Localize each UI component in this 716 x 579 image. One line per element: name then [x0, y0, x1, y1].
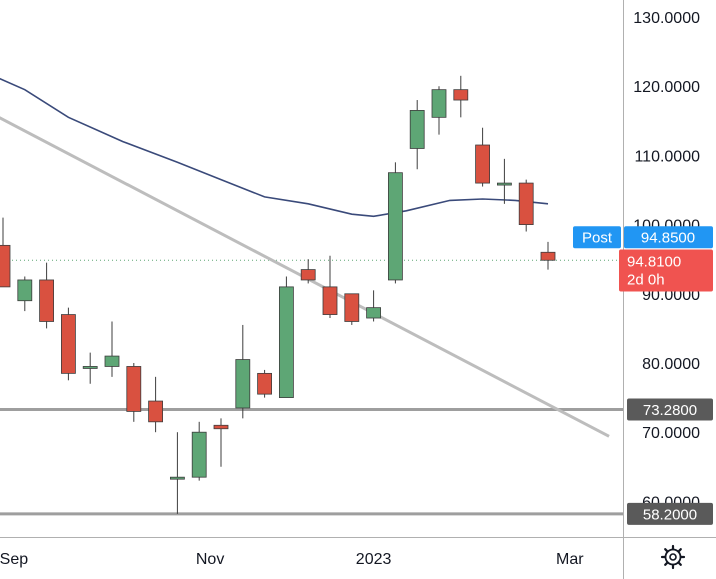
y-tick-label: 80.0000 — [642, 356, 700, 373]
candle — [257, 369, 273, 398]
candle — [278, 276, 294, 399]
candle-body — [518, 182, 534, 226]
candle — [39, 262, 54, 329]
level-tag-label: 73.2800 — [643, 402, 697, 419]
candle-body — [126, 366, 142, 412]
candle — [387, 162, 403, 284]
candle-body — [235, 359, 251, 409]
post-market-tag: Post 94.8500 — [573, 226, 713, 249]
candle-body — [409, 110, 425, 149]
y-tick-label: 110.0000 — [634, 148, 700, 165]
x-tick-label: Mar — [556, 551, 584, 568]
candle — [82, 352, 98, 384]
candle — [213, 418, 229, 467]
moving-average-line — [0, 77, 549, 218]
level-tag-label: 58.2000 — [643, 506, 697, 523]
candle-body — [104, 355, 120, 367]
candle — [169, 432, 185, 514]
candle — [126, 363, 142, 422]
candle-body — [453, 89, 469, 101]
last-price-value: 94.8100 — [627, 254, 681, 271]
candle — [0, 217, 11, 288]
candle — [453, 75, 469, 118]
level-tag-bg — [627, 398, 713, 421]
candle — [235, 324, 251, 419]
candle — [431, 86, 447, 135]
last-price-tag-bg — [619, 249, 713, 292]
level-price-tag: 58.2000 — [627, 502, 713, 525]
x-tick-label: 2023 — [356, 551, 392, 568]
level-price-tag: 73.2800 — [627, 398, 713, 421]
candle — [409, 100, 425, 170]
level-tag-bg — [627, 502, 713, 525]
candle — [496, 158, 512, 204]
candle-body — [344, 293, 360, 322]
x-tick-label: Sep — [0, 551, 28, 568]
candle-body — [148, 400, 164, 423]
post-price-bg — [624, 226, 713, 249]
candle-body — [61, 314, 76, 374]
candle — [540, 241, 556, 270]
post-name-bg — [573, 226, 621, 249]
candle-body — [475, 144, 491, 184]
candle-body — [496, 182, 512, 186]
candle — [300, 259, 316, 284]
horizontal-levels — [0, 259, 623, 516]
candle — [17, 276, 33, 312]
candle-body — [191, 431, 207, 478]
candle — [475, 127, 491, 187]
candle-body — [0, 244, 11, 288]
candle — [191, 421, 207, 481]
y-tick-label: 120.0000 — [633, 79, 700, 96]
candle-body — [82, 366, 98, 369]
candle-body — [540, 251, 556, 261]
candle — [366, 290, 382, 322]
candle — [344, 293, 360, 325]
candle — [322, 255, 338, 319]
gear-icon[interactable] — [660, 544, 686, 570]
candle-body — [257, 372, 273, 395]
candle-body — [431, 89, 447, 118]
candle — [518, 179, 534, 232]
y-tick-label: 130.0000 — [633, 10, 700, 27]
countdown-label: 2d 0h — [627, 272, 665, 289]
indicator-lines — [0, 77, 610, 438]
candle-body — [213, 424, 229, 430]
post-price-value: 94.8500 — [641, 230, 695, 247]
y-tick-label: 70.0000 — [642, 425, 700, 442]
candle-body — [322, 286, 338, 315]
post-name-label: Post — [582, 230, 613, 247]
candle-body — [169, 476, 185, 480]
candles — [0, 75, 556, 514]
candle-body — [39, 279, 54, 322]
candle — [148, 376, 164, 433]
candle — [104, 321, 120, 377]
candle-body — [387, 172, 403, 281]
x-tick-label: Nov — [196, 551, 224, 568]
candle-body — [366, 307, 382, 319]
candle-body — [300, 269, 316, 281]
candle-body — [17, 279, 33, 302]
candle-body — [278, 286, 294, 399]
candle — [61, 307, 76, 381]
trendline — [0, 116, 610, 438]
